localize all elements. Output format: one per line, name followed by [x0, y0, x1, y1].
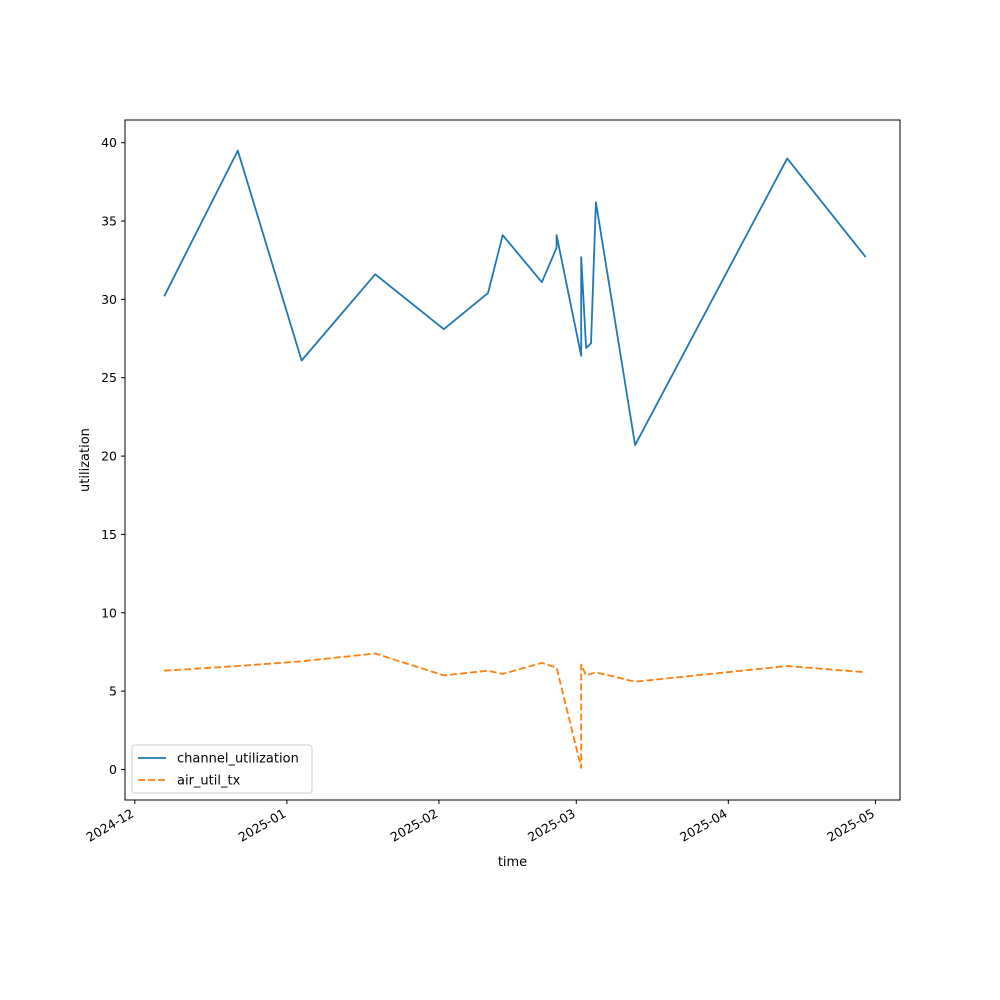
y-tick-label: 10 — [101, 605, 117, 620]
y-tick-label: 5 — [109, 684, 117, 699]
legend-label-air-util-tx: air_util_tx — [177, 774, 241, 789]
x-axis-label: time — [498, 855, 527, 870]
x-tick-label: 2025-02 — [388, 806, 441, 845]
y-tick-label: 35 — [101, 214, 117, 229]
series-layer — [163, 149, 867, 769]
series-line-air-util-tx — [164, 652, 866, 769]
x-tick-label: 2025-03 — [525, 806, 578, 845]
legend-box — [131, 744, 313, 794]
legend-label-channel-utilization: channel_utilization — [177, 752, 299, 767]
y-tick-label: 15 — [101, 527, 117, 542]
series-line-channel-utilization — [163, 149, 867, 447]
y-tick-label: 25 — [101, 370, 117, 385]
y-tick-label: 30 — [101, 292, 117, 307]
plot-area — [125, 120, 900, 800]
legend: channel_utilization air_util_tx — [131, 744, 313, 794]
x-tick-label: 2025-01 — [236, 806, 289, 845]
axes-frame — [124, 119, 901, 801]
y-axis-label: utilization — [78, 428, 93, 492]
y-tick-label: 20 — [101, 449, 117, 464]
x-tick-label: 2024-12 — [84, 806, 137, 845]
x-tick-label: 2025-05 — [824, 806, 877, 845]
y-tick-label: 40 — [101, 135, 117, 150]
x-tick-label: 2025-04 — [677, 806, 730, 845]
y-tick-label: 0 — [109, 762, 117, 777]
plot-background — [125, 120, 900, 800]
